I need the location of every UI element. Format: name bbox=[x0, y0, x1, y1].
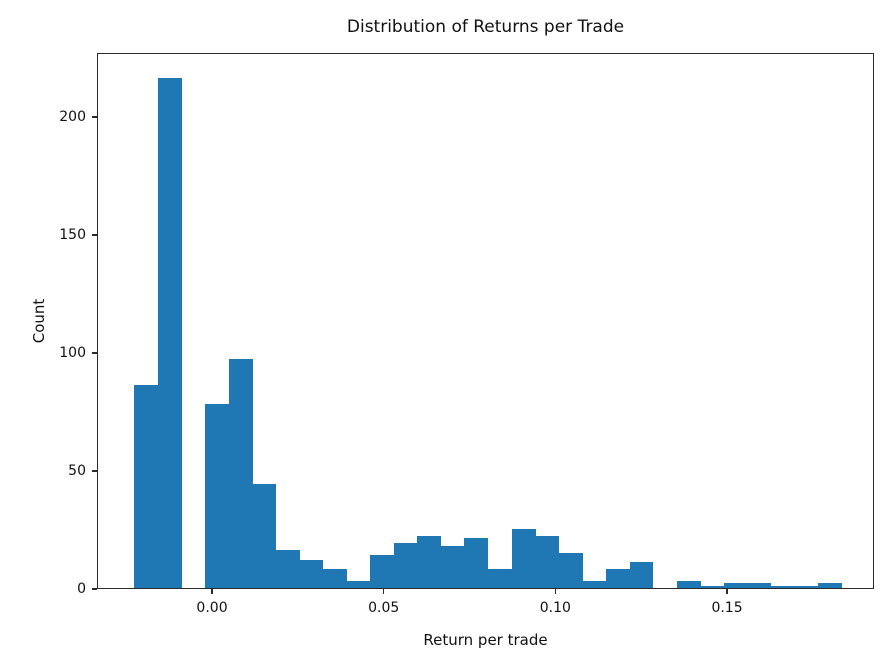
histogram-bar bbox=[700, 585, 725, 588]
y-tick-label: 50 bbox=[68, 462, 86, 479]
x-tick-label: 0.10 bbox=[539, 600, 571, 616]
histogram-bar bbox=[252, 484, 277, 588]
histogram-bar bbox=[323, 569, 347, 588]
histogram-bar bbox=[511, 528, 536, 588]
histogram-bar bbox=[488, 569, 512, 588]
histogram-bar bbox=[770, 585, 795, 588]
x-tick-label: 0.00 bbox=[196, 600, 228, 616]
histogram-bar bbox=[275, 550, 300, 588]
x-tick-mark bbox=[554, 589, 557, 594]
y-tick-label: 100 bbox=[59, 344, 86, 361]
histogram-bar bbox=[299, 559, 324, 588]
histogram-bar bbox=[464, 538, 489, 588]
histogram-bar bbox=[605, 569, 630, 588]
histogram-bar bbox=[417, 536, 442, 588]
y-tick-label: 200 bbox=[59, 108, 86, 125]
x-tick-mark bbox=[382, 589, 385, 594]
x-axis-label: Return per trade bbox=[423, 631, 548, 649]
x-tick-label: 0.05 bbox=[368, 600, 400, 616]
y-tick-label: 150 bbox=[59, 226, 86, 243]
histogram-bar bbox=[370, 554, 395, 588]
histogram-bar bbox=[558, 552, 583, 588]
histogram-bar bbox=[346, 580, 371, 588]
y-axis-label: Count bbox=[30, 298, 48, 344]
chart-title: Distribution of Returns per Trade bbox=[346, 17, 625, 37]
y-tick-mark bbox=[92, 352, 97, 354]
bars-layer bbox=[98, 54, 873, 588]
histogram-bar bbox=[723, 583, 748, 588]
x-tick-mark bbox=[211, 589, 213, 594]
y-tick-mark bbox=[92, 470, 97, 472]
y-tick-mark bbox=[92, 234, 97, 236]
histogram-bar bbox=[134, 384, 159, 588]
histogram-bar bbox=[535, 536, 560, 588]
histogram-bar bbox=[157, 77, 182, 588]
histogram-bar bbox=[676, 580, 701, 588]
histogram-bar bbox=[205, 403, 230, 588]
histogram-bar bbox=[393, 543, 418, 588]
histogram-bar bbox=[440, 545, 465, 588]
histogram-bar bbox=[794, 585, 819, 588]
y-tick-mark bbox=[92, 116, 97, 118]
histogram-bar bbox=[228, 358, 253, 588]
y-tick-label: 0 bbox=[77, 581, 86, 597]
histogram-bar bbox=[582, 580, 607, 588]
plot-area bbox=[97, 53, 874, 589]
histogram-bar bbox=[818, 583, 843, 588]
x-tick-label: 0.15 bbox=[711, 600, 743, 616]
histogram-bar bbox=[629, 562, 654, 588]
histogram-bar bbox=[747, 583, 772, 588]
y-tick-mark bbox=[92, 588, 97, 590]
x-tick-mark bbox=[726, 589, 728, 594]
